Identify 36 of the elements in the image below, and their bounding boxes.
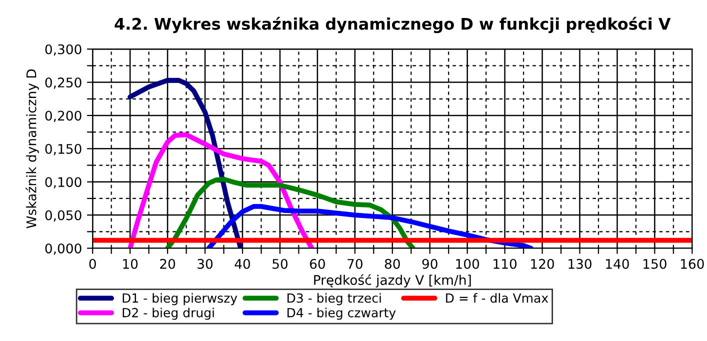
y-tick-label: 0,100	[45, 177, 82, 188]
x-tick-label: 0	[89, 258, 96, 269]
y-tick-label: 0,150	[45, 144, 82, 156]
x-tick-label: 10	[123, 258, 138, 269]
y-tick-label: 0,300	[45, 44, 82, 56]
y-tick-label: 0,200	[45, 110, 82, 122]
legend-label: D1 - bieg pierwszy	[122, 293, 238, 306]
y-tick-label: 0,000	[45, 243, 82, 255]
line-series	[128, 78, 244, 248]
x-axis-title: Prędkość jazdy V [km/h]	[314, 274, 471, 288]
legend-label: D = f - dla Vmax	[446, 293, 548, 303]
x-tick-label: 20	[160, 258, 176, 269]
y-tick-label: 0,250	[45, 78, 82, 89]
y-tick-label: 0,050	[45, 210, 82, 222]
x-tick-label: 160	[681, 258, 704, 269]
legend-label: D3 - bieg trzeci	[288, 293, 381, 306]
x-tick-label: 80	[384, 258, 400, 269]
line-series	[128, 132, 314, 248]
x-tick-label: 30	[198, 258, 213, 269]
x-tick-label: 130	[568, 258, 592, 269]
legend-label: D4 - bieg czwarty	[288, 308, 396, 320]
x-tick-label: 100	[456, 258, 480, 269]
x-tick-label: 90	[422, 258, 438, 269]
legend-label: D2 - bieg drugi	[122, 308, 214, 320]
line-series	[206, 204, 534, 248]
x-tick-label: 150	[644, 258, 666, 269]
x-tick-label: 50	[272, 258, 288, 269]
y-axis-title: Wskaźnik dynamiczny D	[26, 69, 39, 228]
x-tick-label: 110	[494, 258, 517, 269]
x-tick-label: 120	[531, 258, 554, 269]
line-series	[165, 176, 416, 248]
x-tick-label: 60	[310, 258, 325, 269]
x-tick-label: 70	[348, 258, 362, 269]
x-tick-label: 140	[606, 258, 629, 269]
x-tick-label: 40	[234, 258, 250, 269]
chart-title: 4.2. Wykres wskaźnika dynamicznego D w funkcji prędkości V	[114, 16, 671, 34]
